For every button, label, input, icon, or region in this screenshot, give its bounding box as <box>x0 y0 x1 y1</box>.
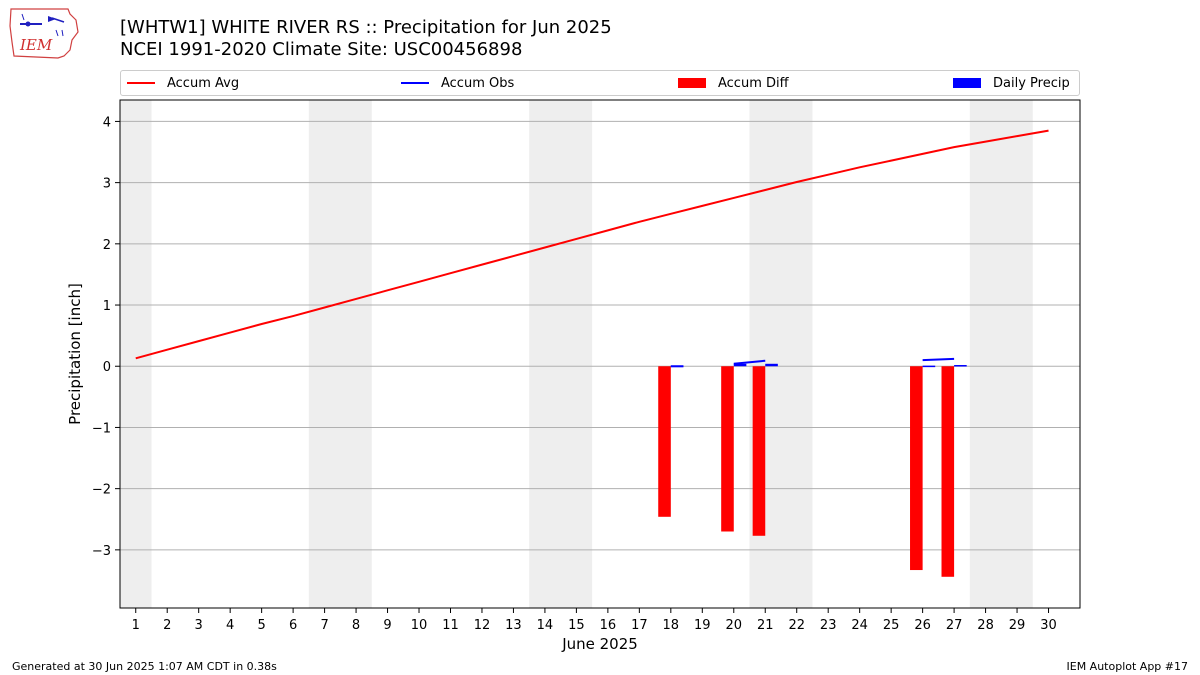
x-tick-label: 17 <box>631 618 648 633</box>
y-axis-label: Precipitation [inch] <box>66 283 84 425</box>
y-tick-label: −2 <box>92 483 111 498</box>
legend-label: Accum Diff <box>718 75 789 91</box>
x-tick-label: 1 <box>132 618 140 633</box>
y-gridlines <box>120 120 1080 551</box>
x-tick-label: 21 <box>757 618 774 633</box>
x-tick-label: 5 <box>257 618 265 633</box>
y-tick-label: −3 <box>92 544 111 559</box>
weekend-band <box>969 100 1033 608</box>
footer-app: IEM Autoplot App #17 <box>1066 660 1189 673</box>
accum-obs-line <box>922 357 955 362</box>
x-tick-label: 7 <box>320 618 328 633</box>
weekend-band <box>529 100 593 608</box>
x-tick-label: 20 <box>725 618 742 633</box>
x-tick-label: 28 <box>977 618 994 633</box>
legend-item-accum-diff: Accum Diff <box>678 71 789 95</box>
x-tick-label: 13 <box>505 618 522 633</box>
x-tick-label: 12 <box>474 618 491 633</box>
legend-swatch <box>678 78 706 88</box>
x-tick-label: 15 <box>568 618 585 633</box>
daily-precip-bar <box>922 365 936 368</box>
footer-generated: Generated at 30 Jun 2025 1:07 AM CDT in … <box>12 660 277 673</box>
y-tick-label: 2 <box>103 238 111 253</box>
x-tick-label: 11 <box>442 618 459 633</box>
iem-logo: IEM <box>8 6 80 60</box>
accum-diff-bar <box>658 366 671 517</box>
x-tick-label: 18 <box>663 618 680 633</box>
x-tick-label: 3 <box>195 618 203 633</box>
legend-label: Accum Obs <box>441 75 515 91</box>
accum-diff-bar <box>910 366 923 571</box>
x-tick-label: 19 <box>694 618 711 633</box>
logo-text: IEM <box>19 36 53 54</box>
x-tick-label: 26 <box>914 618 931 633</box>
y-tick-label: 3 <box>103 177 111 192</box>
accum-diff-bar <box>752 366 766 536</box>
legend-swatch <box>953 78 981 88</box>
x-tick-label: 23 <box>820 618 837 633</box>
accum-avg-line <box>135 129 1049 360</box>
chart-legend: Accum Avg Accum Obs Accum Diff Daily Pre… <box>120 70 1080 96</box>
weekend-band <box>120 100 152 608</box>
x-tick-label: 25 <box>883 618 900 633</box>
x-tick-label: 30 <box>1040 618 1057 633</box>
x-axis: 1 2 3 4 5 6 7 8 9 10 11 12 13 14 15 16 17 18 19 20 21 22 23 24 2… <box>132 608 1057 633</box>
accum-diff-bar <box>721 366 734 532</box>
plot-frame <box>119 99 1081 609</box>
x-tick-label: 22 <box>788 618 805 633</box>
weekend-band <box>308 100 372 608</box>
weekend-shading <box>120 100 1033 608</box>
legend-item-daily-precip: Daily Precip <box>953 71 1070 95</box>
chart-title: [WHTW1] WHITE RIVER RS :: Precipitation … <box>120 17 612 38</box>
daily-precip-bar <box>733 363 747 367</box>
legend-swatch <box>401 82 429 84</box>
legend-label: Accum Avg <box>167 75 240 91</box>
x-tick-label: 9 <box>383 618 391 633</box>
legend-item-accum-obs: Accum Obs <box>401 71 514 95</box>
x-tick-label: 29 <box>1009 618 1026 633</box>
x-tick-label: 24 <box>851 618 868 633</box>
y-tick-label: 4 <box>103 115 111 130</box>
legend-swatch <box>127 82 155 84</box>
x-tick-label: 2 <box>163 618 171 633</box>
x-tick-label: 10 <box>411 618 428 633</box>
lines <box>135 129 1049 368</box>
bars <box>658 363 967 577</box>
legend-label: Daily Precip <box>993 75 1070 91</box>
y-tick-label: 0 <box>103 360 111 375</box>
accum-diff-bar <box>941 366 955 577</box>
x-tick-label: 14 <box>537 618 554 633</box>
chart-subtitle: NCEI 1991-2020 Climate Site: USC00456898 <box>120 39 523 60</box>
legend-item-accum-avg: Accum Avg <box>127 71 239 95</box>
y-tick-label: −1 <box>92 421 111 436</box>
x-tick-label: 8 <box>352 618 360 633</box>
x-tick-label: 6 <box>289 618 297 633</box>
x-axis-label: June 2025 <box>561 635 638 653</box>
daily-precip-bar <box>954 365 967 367</box>
y-tick-label: 1 <box>103 299 111 314</box>
accum-obs-line <box>733 359 766 365</box>
x-tick-label: 27 <box>946 618 963 633</box>
x-tick-label: 4 <box>226 618 234 633</box>
x-tick-label: 16 <box>600 618 617 633</box>
y-axis: −3 −2 −1 0 1 2 3 4 <box>92 115 120 559</box>
daily-precip-bar <box>765 363 778 367</box>
